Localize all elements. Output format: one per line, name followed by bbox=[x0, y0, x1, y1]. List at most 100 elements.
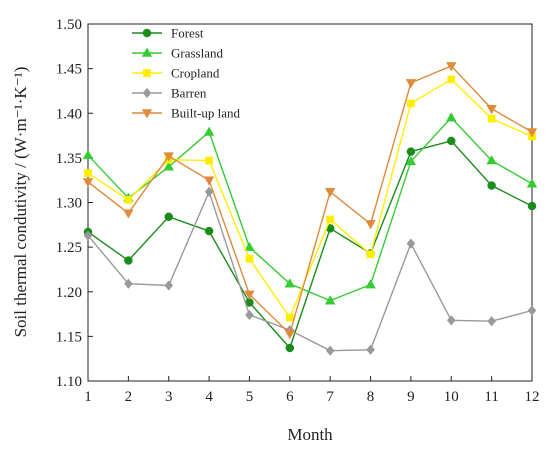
x-tick-label: 7 bbox=[326, 389, 334, 405]
x-tick-label: 3 bbox=[165, 389, 173, 405]
legend-marker bbox=[141, 47, 153, 57]
data-point-grassland bbox=[163, 161, 174, 171]
series-forest bbox=[83, 136, 537, 353]
data-point-grassland bbox=[486, 155, 497, 165]
data-point-cropland bbox=[84, 169, 92, 177]
data-point-grassland bbox=[405, 155, 417, 166]
data-point-cropland bbox=[124, 195, 133, 204]
x-tick-label: 4 bbox=[205, 389, 213, 405]
series-line-barren bbox=[87, 189, 533, 352]
data-point-cropland bbox=[285, 313, 294, 322]
data-point-built-up-land bbox=[244, 290, 255, 300]
data-point-built-up-land bbox=[203, 176, 215, 186]
y-tick-label: 1.45 bbox=[56, 62, 82, 78]
y-tick-label: 1.10 bbox=[56, 374, 82, 390]
x-tick-label: 10 bbox=[444, 389, 459, 405]
y-tick-label: 1.20 bbox=[56, 285, 82, 301]
data-point-forest bbox=[285, 343, 295, 353]
data-point-barren bbox=[406, 238, 416, 249]
legend-label: Forest bbox=[171, 26, 204, 41]
data-point-forest bbox=[124, 256, 133, 265]
data-point-barren bbox=[366, 344, 375, 355]
data-point-barren bbox=[527, 305, 537, 316]
data-point-built-up-land bbox=[284, 329, 296, 340]
data-point-cropland bbox=[366, 250, 375, 259]
series-layer bbox=[82, 62, 538, 356]
data-point-barren bbox=[204, 186, 214, 197]
legend-marker bbox=[141, 109, 153, 119]
legend-label: Cropland bbox=[171, 66, 220, 81]
data-point-barren bbox=[487, 316, 496, 327]
series-line-forest bbox=[87, 140, 533, 350]
data-point-cropland bbox=[407, 99, 415, 108]
data-point-forest bbox=[164, 212, 173, 222]
data-point-forest bbox=[204, 226, 214, 236]
data-point-forest bbox=[527, 201, 537, 211]
data-point-grassland bbox=[203, 126, 215, 136]
data-point-grassland bbox=[446, 112, 457, 122]
data-point-built-up-land bbox=[82, 178, 94, 188]
data-point-forest bbox=[487, 181, 496, 190]
series-built-up-land bbox=[82, 62, 538, 340]
data-point-built-up-land bbox=[365, 220, 376, 230]
x-tick-label: 11 bbox=[484, 389, 498, 405]
x-tick-label: 6 bbox=[286, 389, 294, 405]
legend-item-built-up-land: Built-up land bbox=[132, 106, 240, 121]
data-point-cropland bbox=[326, 215, 335, 224]
data-point-grassland bbox=[324, 295, 336, 305]
data-point-built-up-land bbox=[123, 209, 134, 219]
series-line-cropland bbox=[87, 78, 533, 320]
series-barren bbox=[83, 186, 537, 356]
legend-marker bbox=[143, 69, 151, 77]
legend-label: Barren bbox=[171, 86, 207, 101]
data-point-cropland bbox=[205, 156, 213, 165]
x-tick-label: 1 bbox=[84, 389, 92, 405]
data-point-built-up-land bbox=[486, 105, 497, 115]
data-point-barren bbox=[124, 278, 133, 289]
legend-marker bbox=[142, 28, 152, 38]
legend-label: Built-up land bbox=[171, 106, 240, 121]
data-point-barren bbox=[83, 230, 93, 241]
data-point-cropland bbox=[245, 254, 254, 263]
x-tick-label: 9 bbox=[407, 389, 415, 405]
series-grassland bbox=[82, 112, 538, 305]
x-tick-label: 12 bbox=[525, 389, 540, 405]
legend-item-forest: Forest bbox=[132, 26, 204, 41]
x-tick-label: 5 bbox=[246, 389, 254, 405]
data-point-grassland bbox=[284, 278, 296, 288]
data-point-forest bbox=[447, 136, 456, 146]
data-point-built-up-land bbox=[163, 152, 174, 162]
data-point-grassland bbox=[82, 149, 94, 159]
data-point-grassland bbox=[526, 178, 538, 188]
data-point-barren bbox=[164, 280, 174, 291]
data-point-built-up-land bbox=[446, 62, 457, 72]
data-point-built-up-land bbox=[324, 188, 336, 198]
y-tick-label: 1.50 bbox=[56, 17, 82, 33]
y-tick-label: 1.30 bbox=[56, 196, 82, 212]
series-line-built-up-land bbox=[87, 65, 533, 336]
data-point-built-up-land bbox=[526, 128, 538, 138]
y-tick-label: 1.25 bbox=[56, 240, 82, 256]
y-axis: 1.10 1.15 1.20 1.25 1.30 1.35 1.40 1.45 1.50 bbox=[56, 17, 93, 390]
data-point-cropland bbox=[447, 75, 456, 84]
data-point-built-up-land bbox=[405, 79, 417, 89]
legend-label: Grassland bbox=[171, 46, 223, 61]
x-axis: 1 2 3 4 5 6 7 8 9 10 11 12 bbox=[84, 376, 540, 405]
legend-marker bbox=[142, 87, 152, 99]
data-point-cropland bbox=[487, 114, 496, 123]
plot-area bbox=[87, 23, 533, 382]
y-tick-label: 1.40 bbox=[56, 106, 82, 122]
data-point-barren bbox=[245, 309, 254, 321]
legend: Forest Grassland Cropland Barren Built-up la… bbox=[132, 26, 240, 121]
y-tick-label: 1.15 bbox=[56, 329, 82, 345]
y-tick-label: 1.35 bbox=[56, 151, 82, 167]
y-axis-title: Soil thermal condutivity / (W·m⁻¹·K⁻¹) bbox=[11, 67, 30, 338]
data-point-barren bbox=[446, 315, 456, 326]
x-tick-label: 8 bbox=[367, 389, 375, 405]
series-line-grassland bbox=[87, 116, 533, 302]
data-point-forest bbox=[406, 147, 416, 156]
x-axis-title: Month bbox=[287, 425, 333, 444]
data-point-grassland bbox=[244, 241, 255, 251]
data-point-grassland bbox=[365, 279, 376, 289]
